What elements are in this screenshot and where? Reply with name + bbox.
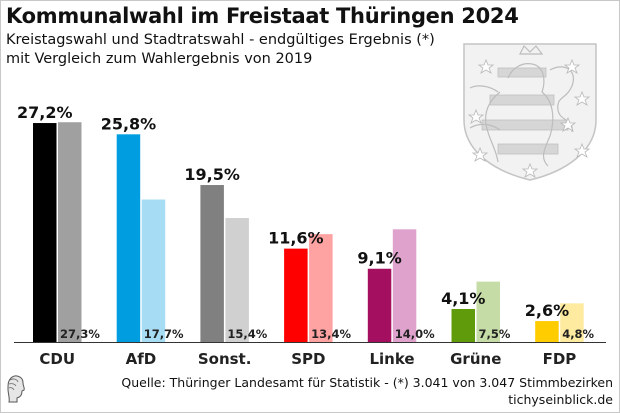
source-note: Quelle: Thüringer Landesamt für Statisti… xyxy=(121,375,613,390)
chart-footer: Quelle: Thüringer Landesamt für Statisti… xyxy=(121,374,613,408)
category-label-linke: Linke xyxy=(369,350,414,368)
value-label-afd-2019: 17,7% xyxy=(144,327,184,341)
bar-grne-2024 xyxy=(451,308,475,342)
value-label-grne-2024: 4,1% xyxy=(441,289,485,308)
bar-cdu-2019 xyxy=(58,122,82,342)
value-label-grne-2019: 7,5% xyxy=(479,327,511,341)
category-label-cdu: CDU xyxy=(39,350,75,368)
bar-afd-2024 xyxy=(116,134,141,342)
bar-grne-2019 xyxy=(476,281,500,342)
category-label-grne: Grüne xyxy=(450,350,501,368)
value-label-sonst-2024: 19,5% xyxy=(184,165,240,184)
subtitle-line-2: mit Vergleich zum Wahlergebnis von 2019 xyxy=(6,51,313,67)
value-label-linke-2024: 9,1% xyxy=(357,249,401,268)
bar-fdp-2019 xyxy=(560,303,584,342)
category-label-afd: AfD xyxy=(126,350,157,368)
value-label-cdu-2019: 27,3% xyxy=(60,327,100,341)
category-label-fdp: FDP xyxy=(543,350,577,368)
bar-spd-2019 xyxy=(309,234,333,342)
publisher-logo-icon xyxy=(7,375,25,403)
value-label-fdp-2024: 2,6% xyxy=(525,301,569,320)
value-label-fdp-2019: 4,8% xyxy=(562,327,594,341)
value-label-linke-2019: 14,0% xyxy=(395,327,435,341)
subtitle-line-1: Kreistagswahl und Stadtratswahl - endgül… xyxy=(6,32,435,48)
coat-of-arms-icon xyxy=(463,43,597,181)
value-label-afd-2024: 25,8% xyxy=(101,114,157,133)
bar-sonst-2024 xyxy=(200,185,224,342)
bar-fdp-2024 xyxy=(535,321,559,342)
bar-linke-2024 xyxy=(367,268,392,342)
chart-title: Kommunalwahl im Freistaat Thüringen 2024 xyxy=(6,4,519,28)
category-label-sonst: Sonst. xyxy=(198,350,252,368)
bar-spd-2024 xyxy=(284,248,308,342)
value-label-spd-2019: 13,4% xyxy=(311,327,351,341)
chart-subtitle: Kreistagswahl und Stadtratswahl - endgül… xyxy=(6,31,435,69)
category-label-spd: SPD xyxy=(291,350,325,368)
bar-afd-2019 xyxy=(141,199,166,342)
bar-linke-2019 xyxy=(392,229,417,342)
value-label-cdu-2024: 27,2% xyxy=(17,103,73,122)
value-label-spd-2024: 11,6% xyxy=(268,229,324,248)
site-credit: tichyseinblick.de xyxy=(508,392,613,407)
bar-sonst-2019 xyxy=(225,218,249,342)
value-label-sonst-2019: 15,4% xyxy=(227,327,267,341)
bar-cdu-2024 xyxy=(33,123,57,342)
